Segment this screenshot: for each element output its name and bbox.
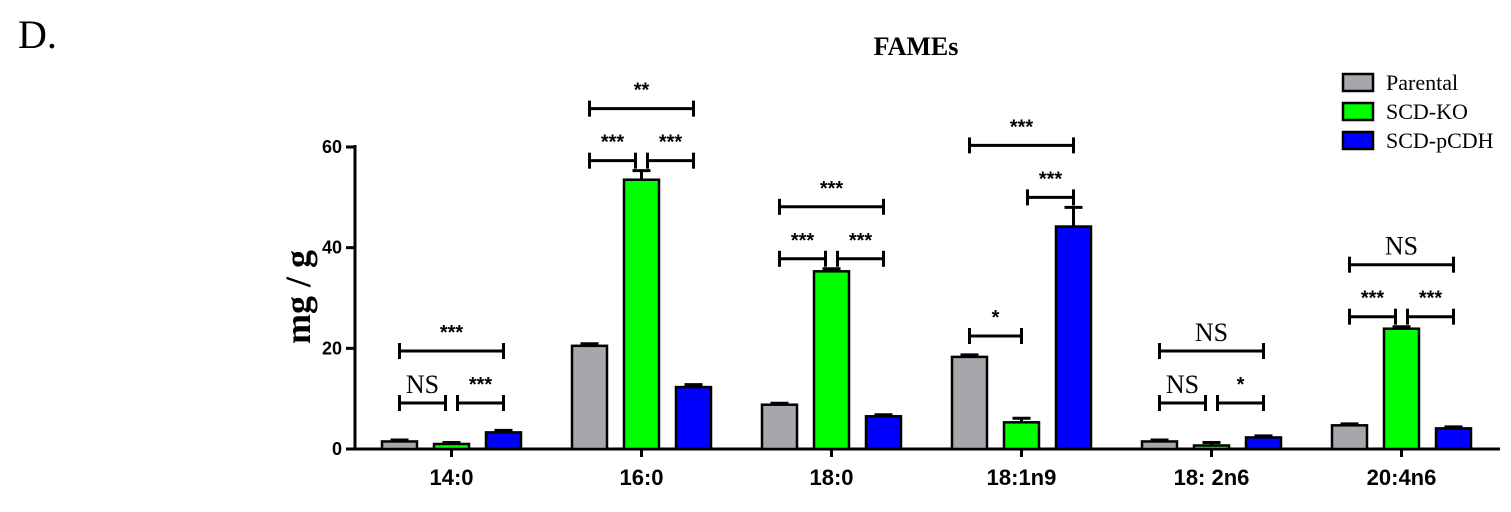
significance-label: *** [820,178,844,200]
significance-label: * [992,307,1000,329]
bar [484,431,523,451]
bar [674,385,713,451]
significance-label: *** [1010,116,1034,138]
legend-label: SCD-KO [1386,99,1468,124]
significance-label: * [1237,374,1245,396]
significance-label: *** [1419,288,1443,310]
bar [950,355,989,451]
significance-label: *** [849,230,873,252]
y-tick-label: 20 [322,338,342,358]
significance-label: *** [791,230,815,252]
bar [1244,436,1283,451]
x-tick-label: 18: 2n6 [1174,465,1250,490]
legend-label: SCD-pCDH [1386,128,1494,153]
bar [570,344,609,451]
significance-label: *** [1361,288,1385,310]
bar [1434,427,1473,451]
bar [1382,327,1421,451]
bar [760,403,799,451]
significance-label: NS [1195,318,1228,347]
significance-label: *** [601,132,625,154]
x-tick-label: 18:1n9 [987,465,1057,490]
bar [432,442,471,451]
bar [812,270,851,451]
y-axis-label: mg / g [278,250,318,344]
significance-label: NS [1385,232,1418,261]
x-tick-label: 18:0 [809,465,853,490]
legend-swatch [1341,72,1375,93]
bar [1192,444,1231,451]
bar [1054,225,1093,451]
x-tick-label: 20:4n6 [1367,465,1437,490]
significance-label: *** [1039,168,1063,190]
legend-swatch [1341,101,1375,122]
significance-label: ** [634,80,650,102]
y-tick-label: 40 [322,238,342,258]
x-tick-label: 14:0 [429,465,473,490]
bar [1140,440,1179,451]
legend-label: Parental [1386,70,1458,95]
x-tick-label: 16:0 [619,465,663,490]
significance-label: *** [440,322,464,344]
bar [1002,421,1041,451]
bar [622,178,661,451]
significance-label: *** [469,374,493,396]
significance-label: *** [659,132,683,154]
bar [1330,424,1369,451]
significance-label: NS [406,370,439,399]
chart-title: FAMEs [874,32,959,61]
legend: Parental SCD-KO SCD-pCDH [1341,70,1494,153]
y-tick-label: 60 [322,137,342,157]
significance-label: NS [1166,370,1199,399]
panel-label: D. [18,12,57,57]
legend-swatch [1341,130,1375,151]
bar [380,440,419,451]
y-tick-label: 0 [332,439,342,459]
bar [864,415,903,451]
